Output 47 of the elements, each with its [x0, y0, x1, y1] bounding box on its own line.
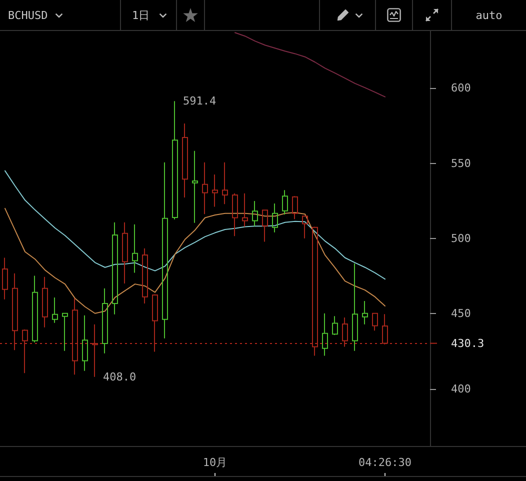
- candlestick: [82, 314, 88, 372]
- candlestick: [242, 192, 248, 228]
- line-series: [234, 32, 386, 98]
- annotation: 591.4: [183, 94, 216, 108]
- y-tick-label: 400: [451, 382, 471, 396]
- line-series: [4, 208, 386, 314]
- candlestick: [172, 100, 178, 220]
- candlestick: [272, 202, 278, 233]
- candlestick: [332, 316, 338, 336]
- candlestick: [122, 222, 128, 284]
- candlestick: [212, 174, 218, 208]
- candlestick: [182, 122, 188, 198]
- chart-title: BCHUSD: [8, 8, 48, 22]
- y-tick-label: 550: [451, 156, 471, 170]
- candlestick: [372, 312, 378, 332]
- x-tick-label: 10月: [202, 456, 228, 469]
- candlestick: [302, 214, 308, 239]
- candlestick: [202, 162, 208, 215]
- chart-subtitle: 1日: [132, 8, 150, 22]
- candlestick: [352, 262, 358, 352]
- text: auto: [476, 8, 502, 22]
- candlestick: [112, 222, 118, 315]
- y-tick-label: 600: [451, 82, 471, 95]
- candlestick: [52, 296, 58, 324]
- candlestick: [42, 276, 48, 328]
- candlestick: [132, 224, 138, 274]
- candlestick: [142, 248, 148, 304]
- candlestick: [322, 312, 328, 356]
- candlestick: [362, 300, 368, 325]
- candlestick: [252, 200, 258, 227]
- candlestick: [102, 288, 108, 354]
- y-tick-label: 450: [451, 307, 471, 320]
- candlestick: [2, 257, 8, 300]
- candlestick: [232, 192, 238, 237]
- candlestick: [292, 196, 298, 220]
- candlestick: [62, 312, 68, 352]
- candlestick: [282, 190, 288, 215]
- x-tick-label: 04:26:30: [358, 456, 412, 469]
- candlestick: [32, 275, 38, 343]
- ref-line-label: 430.3: [451, 336, 484, 350]
- candlestick: [262, 209, 268, 242]
- candlestick: [162, 162, 168, 339]
- candlestick: [192, 150, 198, 224]
- y-tick-label: 500: [451, 232, 471, 245]
- candlestick: [222, 162, 228, 205]
- annotation: 408.0: [103, 370, 136, 384]
- line-series: [4, 170, 386, 280]
